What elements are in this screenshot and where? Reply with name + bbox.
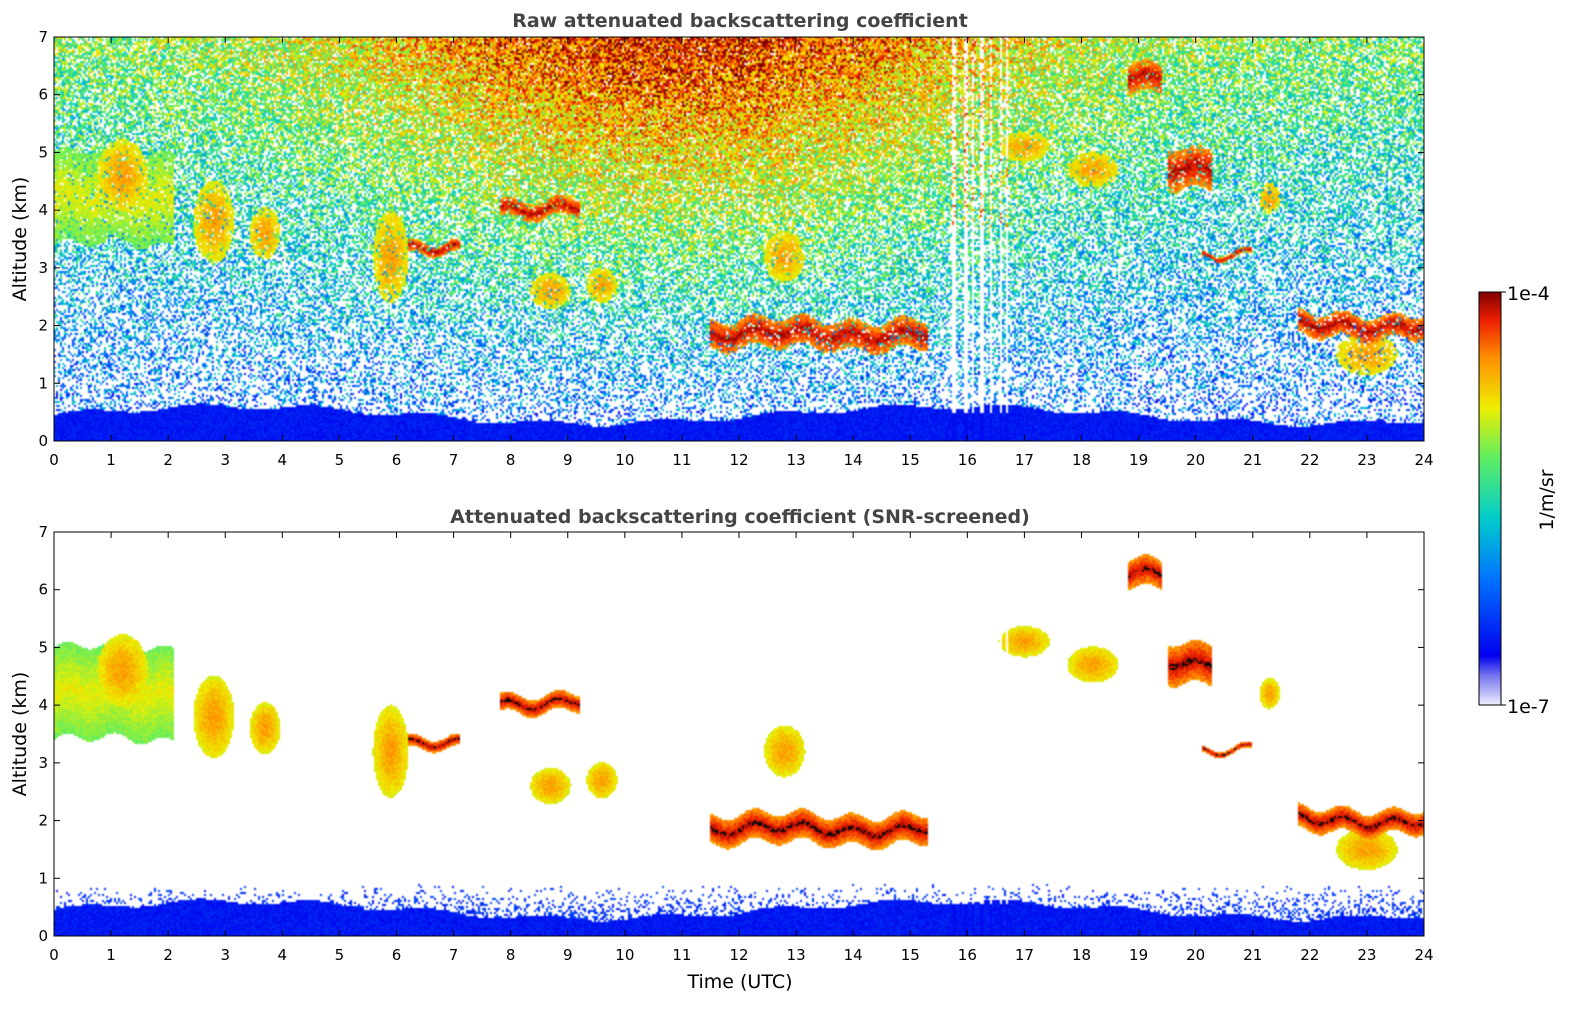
y-tick-label: 2 [38,317,48,335]
x-tick-label: 12 [729,451,748,469]
x-ticks-screened: 0 1 2 3 4 5 6 7 8 9 10 11 12 13 14 15 16 17 18 19 20 21 22 23 24 [49,532,1434,964]
x-tick-label: 3 [220,451,230,469]
x-tick-label: 2 [163,946,173,964]
xlabel: Time (UTC) [686,971,792,993]
x-tick-label: 13 [787,946,806,964]
x-tick-label: 1 [106,946,116,964]
y-tick-label: 6 [38,86,48,104]
x-tick-label: 22 [1300,946,1319,964]
x-tick-label: 10 [615,946,634,964]
x-tick-label: 4 [278,451,288,469]
y-tick-label: 3 [38,754,48,772]
x-tick-label: 23 [1357,451,1376,469]
x-tick-label: 21 [1243,946,1262,964]
x-tick-label: 0 [49,451,59,469]
panel-screened: Attenuated backscattering coefficient (S… [9,506,1434,993]
y-tick-label: 2 [38,812,48,830]
x-tick-label: 5 [335,451,345,469]
x-tick-label: 11 [672,946,691,964]
x-tick-label: 20 [1186,946,1205,964]
x-tick-label: 4 [278,946,288,964]
y-tick-label: 5 [38,638,48,656]
x-tick-label: 18 [1072,451,1091,469]
x-tick-label: 13 [787,451,806,469]
x-tick-label: 24 [1414,451,1433,469]
x-tick-label: 0 [49,946,59,964]
x-tick-label: 1 [106,451,116,469]
y-tick-label: 0 [38,927,48,945]
x-tick-label: 7 [449,451,459,469]
colorbar: 1e-4 1e-7 1/m/sr [1478,283,1558,718]
y-tick-label: 7 [38,28,48,46]
y-tick-label: 3 [38,259,48,277]
x-tick-label: 19 [1129,451,1148,469]
colorbar-unit-label: 1/m/sr [1536,469,1558,530]
x-tick-label: 17 [1015,946,1034,964]
x-tick-label: 19 [1129,946,1148,964]
y-tick-label: 7 [38,523,48,541]
x-tick-label: 6 [392,946,402,964]
x-tick-label: 21 [1243,451,1262,469]
colorbar-gradient [1478,291,1502,706]
x-tick-label: 15 [901,451,920,469]
y-ticks-raw: 0 1 2 3 4 5 6 7 [38,28,1424,450]
heatmap-raw [54,37,1424,441]
x-tick-label: 2 [163,451,173,469]
x-tick-label: 10 [615,451,634,469]
y-tick-label: 4 [38,696,48,714]
y-tick-label: 4 [38,201,48,219]
x-tick-label: 15 [901,946,920,964]
y-tick-label: 0 [38,432,48,450]
y-ticks-screened: 0 1 2 3 4 5 6 7 [38,523,1424,945]
x-tick-label: 7 [449,946,459,964]
x-ticks-raw: 0 1 2 3 4 5 6 7 8 9 10 11 12 13 14 15 16 17 18 19 20 21 22 23 24 [49,37,1434,469]
x-tick-label: 14 [844,946,863,964]
x-tick-label: 5 [335,946,345,964]
heatmap-screened [54,532,1424,936]
x-tick-label: 9 [563,451,573,469]
panel-raw: Raw attenuated backscattering coefficien… [9,10,1434,469]
colorbar-min-label: 1e-7 [1507,696,1550,718]
x-tick-label: 23 [1357,946,1376,964]
x-tick-label: 9 [563,946,573,964]
x-tick-label: 24 [1414,946,1433,964]
ylabel-screened: Altitude (km) [9,672,31,797]
x-tick-label: 22 [1300,451,1319,469]
panel-title-screened: Attenuated backscattering coefficient (S… [450,506,1030,528]
x-tick-label: 16 [958,451,977,469]
y-tick-label: 1 [38,869,48,887]
x-tick-label: 16 [958,946,977,964]
x-tick-label: 17 [1015,451,1034,469]
x-tick-label: 3 [220,946,230,964]
x-tick-label: 18 [1072,946,1091,964]
x-tick-label: 8 [506,946,516,964]
x-tick-label: 14 [844,451,863,469]
y-tick-label: 6 [38,581,48,599]
y-tick-label: 1 [38,374,48,392]
x-tick-label: 12 [729,946,748,964]
y-tick-label: 5 [38,143,48,161]
panel-title-raw: Raw attenuated backscattering coefficien… [512,10,968,32]
ylabel-raw: Altitude (km) [9,177,31,302]
x-tick-label: 8 [506,451,516,469]
x-tick-label: 20 [1186,451,1205,469]
colorbar-max-label: 1e-4 [1507,283,1550,305]
x-tick-label: 6 [392,451,402,469]
x-tick-label: 11 [672,451,691,469]
